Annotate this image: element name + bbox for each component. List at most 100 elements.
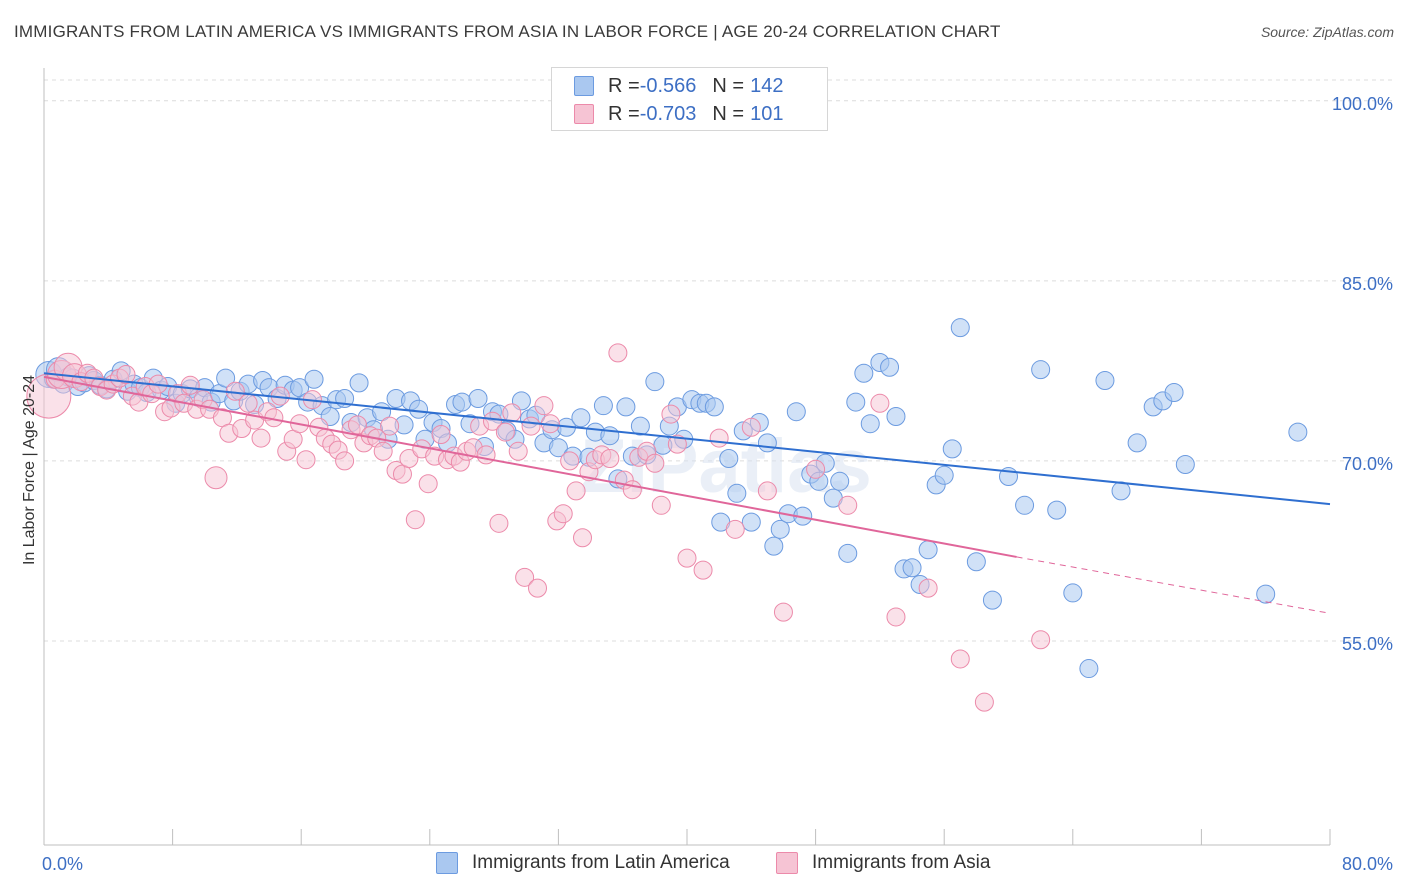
asia-point xyxy=(528,578,548,598)
asia-point xyxy=(204,466,228,490)
asia-point xyxy=(380,416,400,436)
asia-point xyxy=(838,495,858,515)
latin-point xyxy=(719,449,739,468)
latin-trend-line xyxy=(43,372,1331,506)
latin-point xyxy=(290,378,310,398)
latin-point xyxy=(770,519,790,539)
legend-r-value-latin: -0.566 xyxy=(639,74,697,97)
latin-point xyxy=(1164,382,1184,402)
y-tick-label: 70.0% xyxy=(1342,454,1393,474)
source-label: Source: ZipAtlas.com xyxy=(1260,24,1394,40)
asia-point xyxy=(251,428,271,448)
x-tick-label-min: 0.0% xyxy=(42,854,83,874)
asia-trend-line-extension xyxy=(1016,556,1331,614)
latin-point xyxy=(934,465,954,485)
bottom-legend-label-asia: Immigrants from Asia xyxy=(812,852,991,873)
legend-r-value-asia: -0.703 xyxy=(639,102,697,125)
asia-point xyxy=(495,422,515,442)
asia-point xyxy=(502,403,522,423)
latin-point xyxy=(571,408,591,428)
stats-legend: R = -0.566 N = 142 R = -0.703 N = 101 xyxy=(551,67,828,131)
y-tick-label: 100.0% xyxy=(1332,94,1393,114)
latin-point xyxy=(786,402,806,422)
latin-point xyxy=(1031,360,1051,380)
asia-point xyxy=(693,560,713,580)
latin-point xyxy=(452,392,472,412)
latin-point xyxy=(304,369,324,389)
latin-point xyxy=(838,543,858,563)
legend-n-value-latin: 142 xyxy=(750,74,784,97)
latin-point xyxy=(1111,481,1131,501)
legend-swatch-asia xyxy=(574,104,594,124)
latin-point xyxy=(1079,659,1099,679)
asia-point xyxy=(405,510,425,530)
latin-point xyxy=(349,373,369,393)
latin-point xyxy=(1015,495,1035,515)
latin-point xyxy=(950,318,970,338)
latin-point xyxy=(645,372,665,392)
y-tick-label: 85.0% xyxy=(1342,274,1393,294)
asia-point xyxy=(886,607,906,627)
asia-point xyxy=(677,548,697,568)
asia-point xyxy=(521,416,541,436)
latin-point xyxy=(966,552,986,572)
bottom-legend-latin: Immigrants from Latin America xyxy=(436,852,730,874)
latin-point xyxy=(902,558,922,578)
asia-point xyxy=(534,396,554,416)
asia-point xyxy=(180,375,200,395)
asia-point xyxy=(573,528,593,548)
asia-point xyxy=(725,519,745,539)
bottom-legend-asia: Immigrants from Asia xyxy=(776,852,990,874)
latin-point xyxy=(616,397,636,417)
latin-point xyxy=(764,536,784,556)
bottom-legend-swatch-asia xyxy=(776,852,798,874)
latin-point xyxy=(548,438,568,458)
latin-point xyxy=(1175,455,1195,475)
asia-trend-line xyxy=(43,375,1017,558)
legend-n-label-latin: N = xyxy=(712,74,745,97)
asia-point xyxy=(600,449,620,468)
asia-point xyxy=(489,513,509,533)
latin-point xyxy=(1288,422,1308,442)
chart-title: IMMIGRANTS FROM LATIN AMERICA VS IMMIGRA… xyxy=(14,22,1001,41)
latin-point xyxy=(1047,500,1067,520)
asia-point xyxy=(296,450,316,470)
legend-swatch-latin xyxy=(574,76,594,96)
legend-row-asia: R = -0.703 N = 101 xyxy=(574,101,783,127)
asia-point xyxy=(918,578,938,598)
legend-n-label-asia: N = xyxy=(712,102,745,125)
asia-point xyxy=(431,424,451,444)
legend-r-label-asia: R = xyxy=(608,102,640,125)
latin-point xyxy=(1063,583,1083,603)
y-axis-title: In Labor Force | Age 20-24 xyxy=(21,374,38,566)
y-tick-label: 55.0% xyxy=(1342,634,1393,654)
latin-point xyxy=(860,414,880,434)
asia-point xyxy=(1031,630,1051,650)
latin-point xyxy=(1127,433,1147,453)
latin-point xyxy=(1095,370,1115,390)
asia-point xyxy=(709,428,729,448)
legend-row-latin: R = -0.566 N = 142 xyxy=(574,73,783,99)
latin-point xyxy=(982,590,1002,610)
latin-point xyxy=(593,396,613,416)
asia-point xyxy=(645,453,665,473)
latin-point xyxy=(854,363,874,383)
asia-point xyxy=(508,441,528,461)
asia-point xyxy=(608,343,628,363)
latin-point xyxy=(886,406,906,426)
latin-point xyxy=(216,368,236,388)
latin-point xyxy=(880,357,900,377)
asia-point xyxy=(773,602,793,622)
asia-point xyxy=(347,415,367,435)
asia-point xyxy=(757,481,777,501)
latin-point xyxy=(1256,584,1276,604)
latin-point xyxy=(409,399,429,419)
asia-point xyxy=(515,567,535,587)
legend-r-label-latin: R = xyxy=(608,74,640,97)
asia-point xyxy=(622,480,642,500)
latin-point xyxy=(468,388,488,408)
asia-point xyxy=(553,504,573,524)
asia-point xyxy=(661,404,681,424)
latin-point xyxy=(727,483,747,503)
latin-point xyxy=(830,471,850,491)
